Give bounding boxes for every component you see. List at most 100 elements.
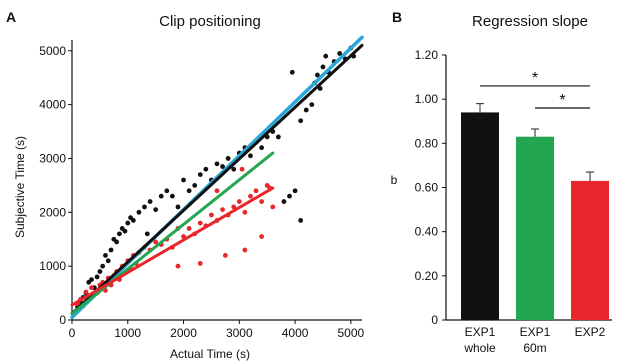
scatter-y-tick-label: 0	[59, 313, 66, 327]
red-fit-line	[70, 186, 275, 307]
black-data-point	[136, 209, 142, 215]
bar-y-tick-label: 1.00	[415, 92, 439, 106]
black-data-point	[248, 153, 253, 159]
scatter-x-tick-label: 2000	[170, 326, 197, 340]
bar-category-label: EXP1	[465, 325, 496, 339]
scatter-y-tick-label: 3000	[39, 151, 66, 165]
scatter-y-tick-label: 2000	[39, 205, 66, 219]
black-data-point	[214, 161, 220, 167]
red-data-point	[197, 261, 203, 266]
bar-category-sublabel: 60m	[523, 341, 546, 355]
black-data-point	[144, 231, 150, 237]
black-data-point	[287, 193, 292, 199]
red-data-point	[239, 166, 245, 172]
black-data-point	[298, 217, 304, 223]
red-data-point	[270, 204, 276, 210]
red-data-point	[220, 207, 225, 213]
black-data-point	[337, 51, 343, 56]
black-data-point	[197, 172, 203, 178]
bar-y-tick-label: 0.80	[415, 136, 439, 150]
red-data-point	[214, 188, 220, 194]
black-data-point	[142, 204, 147, 210]
black-data-point	[100, 263, 106, 269]
red-data-point	[259, 234, 265, 239]
panel-label-b: B	[392, 9, 402, 25]
black-data-point	[323, 53, 329, 59]
green-fit-line	[70, 151, 275, 316]
black-data-point	[289, 69, 295, 75]
black-data-point	[186, 188, 192, 194]
red-data-point	[186, 226, 192, 231]
scatter-y-tick-label: 1000	[39, 259, 66, 273]
black-data-point	[97, 269, 103, 274]
black-data-point	[117, 231, 122, 237]
scatter-panel: A Clip positioning Actual Time (s) Subje…	[6, 9, 365, 361]
black-data-point	[275, 134, 281, 140]
black-data-point	[220, 164, 225, 169]
black-data-point	[125, 220, 131, 226]
red-data-point	[253, 188, 259, 194]
black-data-point	[147, 199, 153, 204]
black-data-point	[303, 107, 309, 113]
scatter-y-tick-label: 4000	[39, 98, 66, 112]
significance-star: *	[559, 92, 565, 109]
black-data-point	[114, 239, 120, 245]
red-data-point	[248, 193, 253, 199]
black-data-point	[108, 247, 114, 253]
black-data-point	[122, 228, 128, 234]
scatter-x-tick-label: 4000	[282, 326, 309, 340]
red-data-point	[259, 199, 265, 204]
scatter-x-tick-label: 0	[69, 326, 76, 340]
black-data-point	[169, 193, 175, 199]
black-data-point	[281, 199, 287, 204]
black-data-point	[320, 64, 326, 70]
red-data-point	[222, 252, 228, 258]
scatter-x-axis-label: Actual Time (s)	[170, 347, 250, 361]
red-data-point	[209, 212, 214, 218]
red-data-point	[197, 220, 203, 226]
black-data-point	[309, 102, 315, 108]
black-data-point	[158, 193, 164, 199]
bar-y-tick-label: 0.60	[415, 181, 439, 195]
scatter-y-tick-label: 5000	[39, 44, 66, 58]
bar-category-label: EXP1	[520, 325, 551, 339]
black-data-point	[164, 188, 170, 194]
bar	[571, 180, 609, 320]
red-data-point	[242, 247, 248, 253]
bar-y-tick-label: 0.40	[415, 225, 439, 239]
black-data-point	[203, 166, 209, 172]
black-data-point	[231, 166, 237, 172]
black-data-point	[130, 217, 136, 223]
red-data-point	[175, 263, 181, 269]
bar-y-axis-label: b	[391, 173, 398, 187]
scatter-x-tick-label: 3000	[226, 326, 253, 340]
black-data-point	[317, 86, 323, 91]
bar-y-tick-label: 1.20	[415, 48, 439, 62]
bar	[516, 136, 554, 320]
scatter-y-axis-label: Subjective Time (s)	[13, 136, 27, 238]
red-data-point	[231, 204, 237, 210]
black-data-point	[259, 145, 265, 151]
black-data-point	[153, 207, 159, 213]
bar-title: Regression slope	[472, 13, 588, 30]
black-data-point	[105, 258, 111, 264]
black-fit-line	[70, 43, 364, 316]
bar-y-tick-label: 0	[431, 313, 438, 327]
red-data-point	[83, 289, 89, 295]
bar	[461, 112, 499, 321]
black-data-point	[298, 118, 304, 124]
red-data-point	[153, 239, 159, 245]
scatter-x-tick-label: 5000	[337, 326, 364, 340]
black-data-point	[94, 274, 100, 280]
panel-label-a: A	[6, 9, 16, 25]
black-data-point	[89, 277, 94, 283]
bar-panel: B Regression slope b 0 0.20 0.40 0.60 0.80 1.…	[391, 9, 612, 355]
significance-star: *	[532, 70, 538, 87]
scatter-x-tick-label: 1000	[114, 326, 141, 340]
black-data-point	[314, 72, 320, 78]
bar-y-tick-label: 0.20	[415, 269, 439, 283]
red-data-point	[242, 209, 248, 215]
bar-category-label: EXP2	[575, 325, 606, 339]
black-data-point	[192, 182, 198, 188]
black-data-point	[225, 156, 231, 161]
